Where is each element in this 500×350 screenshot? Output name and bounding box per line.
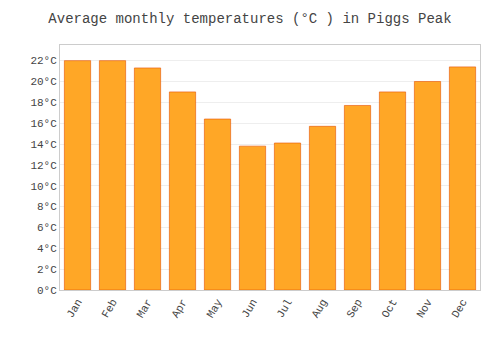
svg-text:0°C: 0°C [37,285,57,297]
svg-text:Feb: Feb [100,297,120,320]
svg-text:Jul: Jul [275,297,295,320]
svg-text:Mar: Mar [135,297,155,320]
svg-text:4°C: 4°C [37,243,57,255]
svg-text:Jan: Jan [65,297,85,320]
svg-text:Average monthly temperatures (: Average monthly temperatures (°C ) in Pi… [48,11,451,27]
svg-text:Sep: Sep [345,297,365,320]
svg-text:Nov: Nov [415,297,435,320]
svg-text:Apr: Apr [170,297,190,320]
svg-text:6°C: 6°C [37,222,57,234]
svg-text:14°C: 14°C [30,139,57,151]
svg-text:10°C: 10°C [30,181,57,193]
svg-text:12°C: 12°C [30,160,57,172]
svg-text:Dec: Dec [450,297,470,320]
svg-text:Aug: Aug [310,297,330,320]
svg-text:22°C: 22°C [30,55,57,67]
svg-text:8°C: 8°C [37,201,57,213]
svg-text:Oct: Oct [380,297,400,320]
svg-text:2°C: 2°C [37,264,57,276]
svg-text:Jun: Jun [240,297,260,320]
svg-text:18°C: 18°C [30,97,57,109]
svg-text:20°C: 20°C [30,76,57,88]
svg-text:16°C: 16°C [30,118,57,130]
svg-text:May: May [205,297,225,320]
